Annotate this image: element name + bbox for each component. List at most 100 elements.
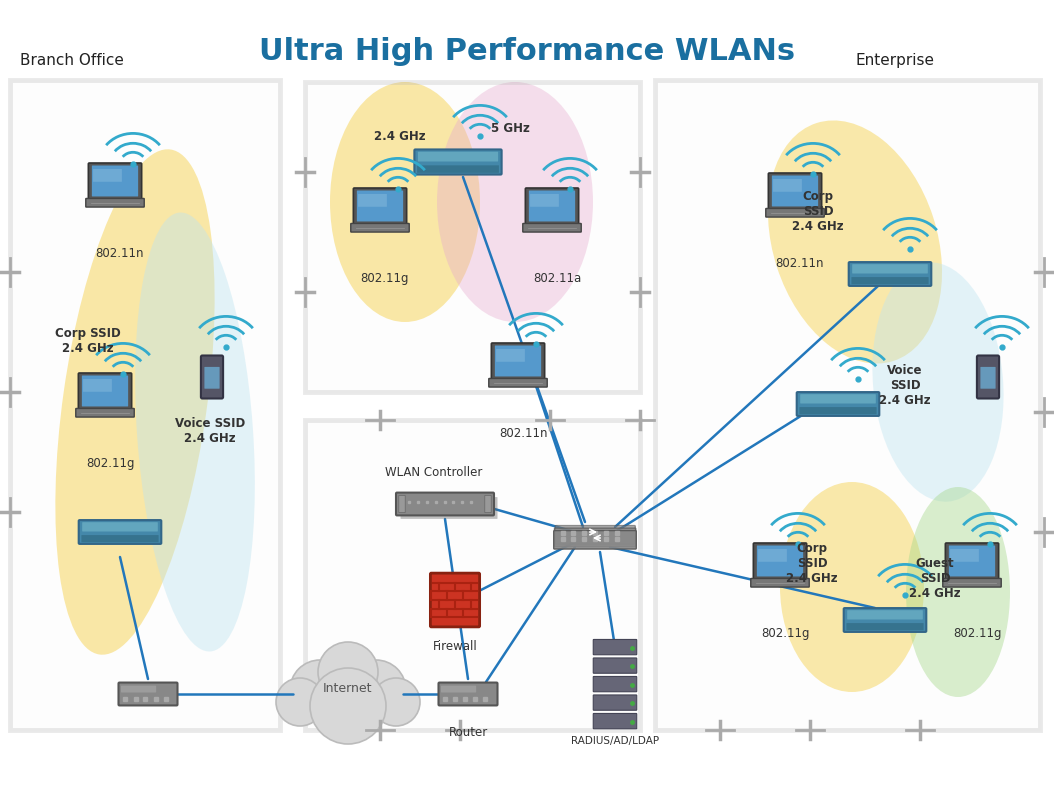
Circle shape [276, 678, 324, 726]
FancyBboxPatch shape [92, 166, 138, 196]
FancyBboxPatch shape [305, 82, 640, 392]
FancyBboxPatch shape [396, 493, 494, 516]
FancyBboxPatch shape [357, 191, 403, 222]
Ellipse shape [437, 82, 593, 322]
FancyBboxPatch shape [593, 658, 637, 673]
Ellipse shape [780, 482, 924, 692]
Circle shape [372, 678, 419, 726]
FancyBboxPatch shape [773, 179, 802, 192]
FancyBboxPatch shape [305, 420, 640, 730]
FancyBboxPatch shape [358, 194, 387, 207]
FancyBboxPatch shape [754, 543, 806, 580]
FancyBboxPatch shape [853, 265, 928, 273]
FancyBboxPatch shape [430, 573, 480, 627]
FancyBboxPatch shape [401, 497, 497, 519]
Text: Corp
SSID
2.4 GHz: Corp SSID 2.4 GHz [786, 542, 838, 585]
FancyBboxPatch shape [491, 343, 545, 380]
Text: 802.11g: 802.11g [360, 272, 409, 285]
FancyBboxPatch shape [797, 392, 879, 416]
FancyBboxPatch shape [523, 223, 581, 232]
FancyBboxPatch shape [846, 623, 923, 630]
FancyBboxPatch shape [85, 199, 144, 207]
FancyBboxPatch shape [489, 379, 547, 387]
Text: Internet: Internet [324, 683, 373, 695]
FancyBboxPatch shape [553, 531, 637, 549]
FancyBboxPatch shape [800, 394, 876, 403]
Text: 802.11g: 802.11g [953, 627, 1001, 640]
Text: RADIUS/AD/LDAP: RADIUS/AD/LDAP [571, 736, 659, 746]
FancyBboxPatch shape [398, 496, 405, 512]
FancyBboxPatch shape [121, 686, 156, 692]
FancyBboxPatch shape [441, 686, 476, 692]
FancyBboxPatch shape [82, 522, 158, 531]
FancyBboxPatch shape [118, 683, 177, 706]
Text: Enterprise: Enterprise [855, 53, 934, 68]
Text: Ultra High Performance WLANs: Ultra High Performance WLANs [259, 37, 795, 66]
FancyBboxPatch shape [201, 356, 223, 398]
FancyBboxPatch shape [843, 608, 926, 632]
Text: 802.11a: 802.11a [533, 272, 581, 285]
Text: 802.11n: 802.11n [499, 427, 547, 440]
FancyBboxPatch shape [655, 80, 1040, 730]
Text: Corp
SSID
2.4 GHz: Corp SSID 2.4 GHz [793, 190, 844, 233]
Text: Voice
SSID
2.4 GHz: Voice SSID 2.4 GHz [879, 364, 931, 407]
Text: Voice SSID
2.4 GHz: Voice SSID 2.4 GHz [175, 417, 246, 445]
Text: 802.11g: 802.11g [85, 457, 134, 470]
Ellipse shape [906, 487, 1010, 697]
Text: Guest
SSID
2.4 GHz: Guest SSID 2.4 GHz [910, 557, 961, 600]
FancyBboxPatch shape [799, 407, 877, 414]
FancyBboxPatch shape [529, 191, 575, 222]
Circle shape [318, 642, 378, 702]
FancyBboxPatch shape [750, 578, 809, 587]
FancyBboxPatch shape [852, 277, 929, 284]
FancyBboxPatch shape [494, 345, 541, 376]
FancyBboxPatch shape [847, 610, 923, 619]
FancyBboxPatch shape [757, 546, 803, 577]
FancyBboxPatch shape [980, 367, 996, 389]
Text: 802.11n: 802.11n [776, 257, 824, 270]
FancyBboxPatch shape [945, 543, 998, 580]
FancyBboxPatch shape [942, 578, 1001, 587]
FancyBboxPatch shape [766, 208, 824, 217]
FancyBboxPatch shape [204, 367, 219, 389]
FancyBboxPatch shape [417, 152, 499, 162]
Text: Firewall: Firewall [432, 640, 477, 653]
FancyBboxPatch shape [554, 528, 636, 546]
Text: Branch Office: Branch Office [20, 53, 124, 68]
Text: Router: Router [448, 726, 488, 739]
FancyBboxPatch shape [593, 676, 637, 691]
FancyBboxPatch shape [79, 520, 161, 544]
Text: Corp SSID
2.4 GHz: Corp SSID 2.4 GHz [55, 327, 121, 355]
FancyBboxPatch shape [593, 695, 637, 710]
FancyBboxPatch shape [950, 549, 979, 562]
FancyBboxPatch shape [353, 188, 407, 225]
Text: 2.4 GHz: 2.4 GHz [374, 130, 426, 143]
FancyBboxPatch shape [593, 639, 637, 655]
Ellipse shape [873, 262, 1003, 501]
FancyBboxPatch shape [949, 546, 995, 577]
FancyBboxPatch shape [76, 409, 134, 417]
FancyBboxPatch shape [485, 496, 491, 512]
FancyBboxPatch shape [977, 356, 999, 398]
Text: 802.11g: 802.11g [761, 627, 809, 640]
Ellipse shape [330, 82, 480, 322]
FancyBboxPatch shape [758, 549, 787, 562]
FancyBboxPatch shape [555, 526, 636, 544]
Text: 802.11n: 802.11n [96, 247, 144, 260]
FancyBboxPatch shape [9, 80, 280, 730]
FancyBboxPatch shape [83, 379, 112, 392]
FancyBboxPatch shape [768, 173, 822, 210]
FancyBboxPatch shape [772, 176, 818, 207]
FancyBboxPatch shape [414, 150, 502, 174]
Ellipse shape [56, 149, 215, 655]
Text: WLAN Controller: WLAN Controller [385, 466, 483, 479]
FancyBboxPatch shape [848, 262, 932, 286]
FancyBboxPatch shape [438, 683, 497, 706]
FancyBboxPatch shape [593, 714, 637, 729]
Text: 5 GHz: 5 GHz [490, 122, 529, 135]
FancyBboxPatch shape [530, 194, 559, 207]
Circle shape [346, 660, 406, 720]
FancyBboxPatch shape [93, 169, 122, 182]
FancyBboxPatch shape [78, 373, 132, 410]
Circle shape [290, 660, 350, 720]
